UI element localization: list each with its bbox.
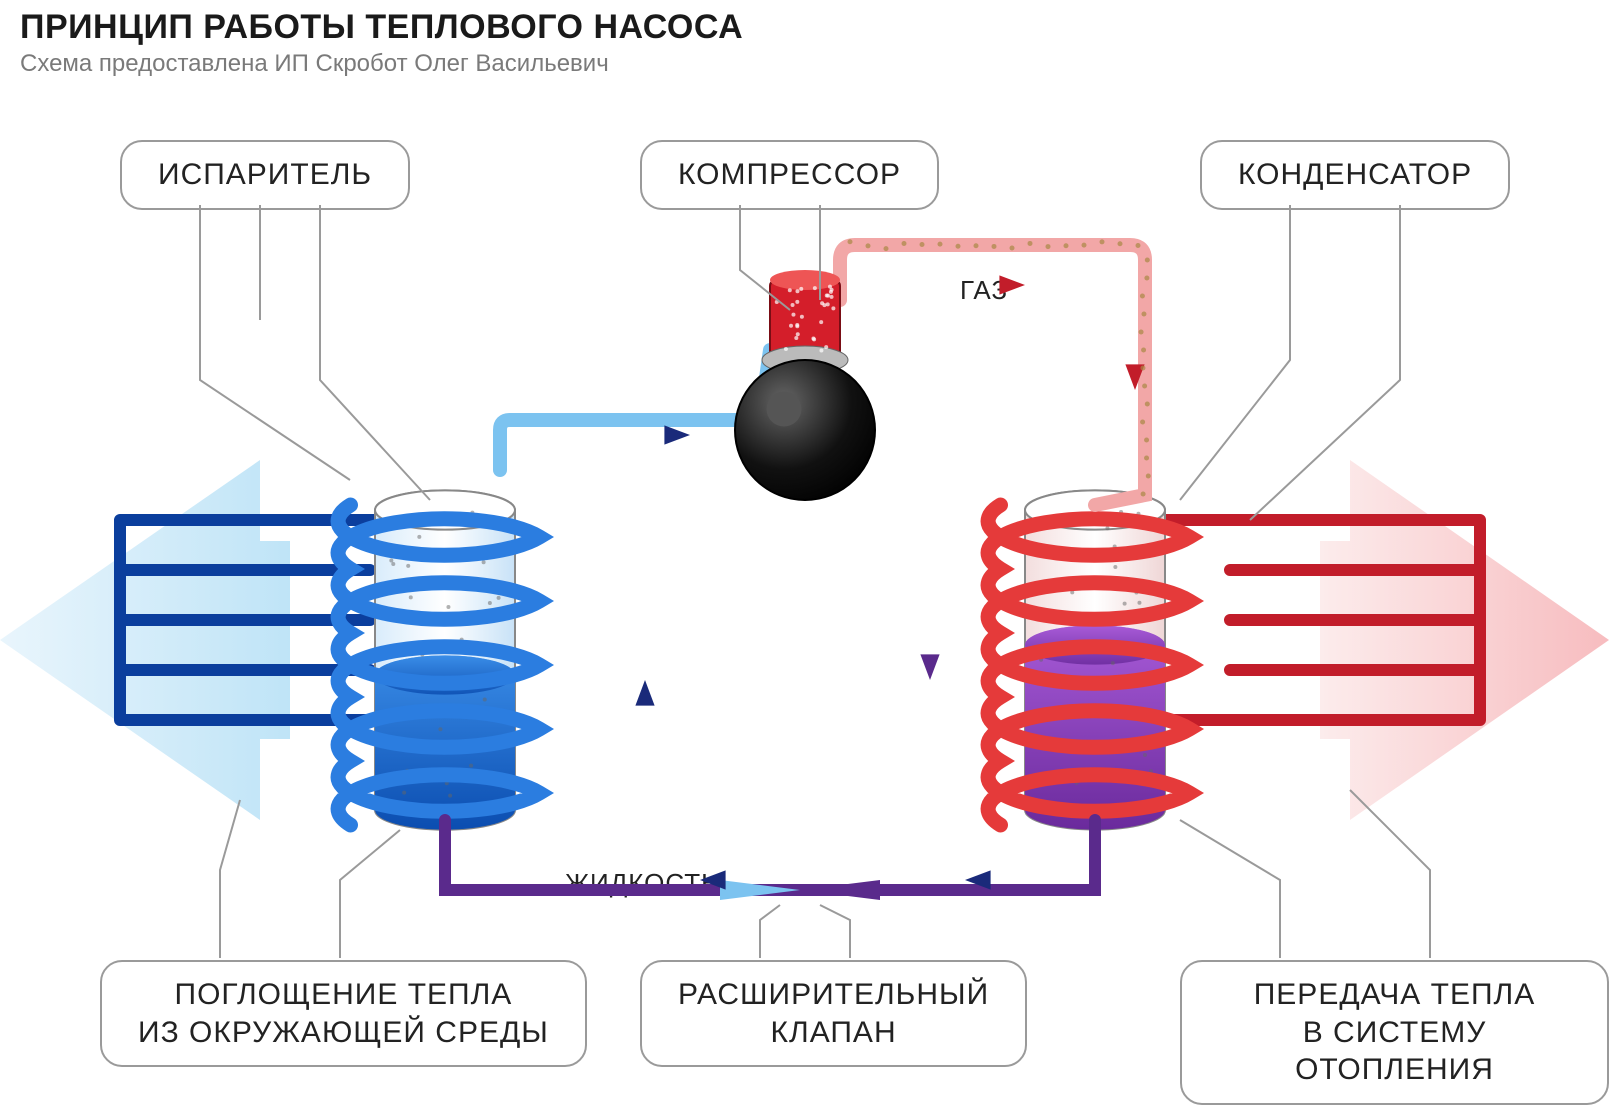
label-liquid: ЖИДКОСТЬ (565, 868, 719, 899)
evaporator-radiator-icon (120, 520, 480, 720)
diagram-title: ПРИНЦИП РАБОТЫ ТЕПЛОВОГО НАСОСА (20, 8, 743, 47)
callout-leaders (200, 205, 1430, 958)
flow-arrows (635, 275, 1144, 889)
pipe-liquid-return (445, 820, 1095, 890)
condenser-cylinder-icon (1025, 490, 1165, 829)
diagram-subtitle: Схема предоставлена ИП Скробот Олег Васи… (20, 50, 609, 78)
callout-compressor: КОМПРЕССОР (640, 140, 939, 210)
condenser-coil-icon (988, 505, 1189, 825)
evaporator-coil-icon (338, 505, 539, 825)
callout-absorption: ПОГЛОЩЕНИЕ ТЕПЛА ИЗ ОКРУЖАЮЩЕЙ СРЕДЫ (100, 960, 587, 1067)
cold-output-arrow-icon (0, 460, 290, 820)
callout-condenser: КОНДЕНСАТОР (1200, 140, 1510, 210)
expansion-valve-icon (720, 880, 800, 900)
label-gas: ГАЗ (960, 275, 1008, 306)
callout-evaporator: ИСПАРИТЕЛЬ (120, 140, 410, 210)
hot-output-arrow-icon (1320, 460, 1609, 820)
callout-expansion: РАСШИРИТЕЛЬНЫЙ КЛАПАН (640, 960, 1027, 1067)
callout-transfer: ПЕРЕДАЧА ТЕПЛА В СИСТЕМУ ОТОПЛЕНИЯ (1180, 960, 1609, 1105)
compressor-icon (735, 270, 875, 500)
evaporator-cylinder-icon (375, 490, 515, 829)
expansion-valve-right-icon (800, 880, 880, 900)
condenser-radiator-icon (1120, 520, 1480, 720)
pipe-cold-to-compressor (500, 350, 770, 470)
